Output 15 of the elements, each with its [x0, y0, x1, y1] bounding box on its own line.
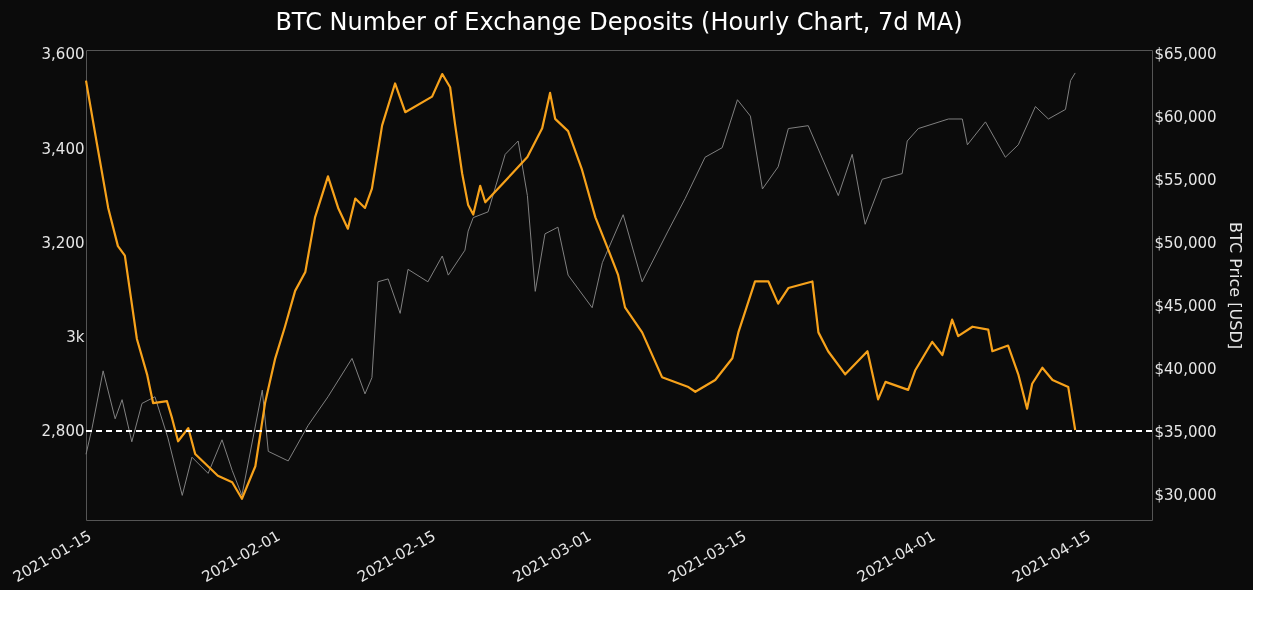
y-tick-label: 3,200: [41, 233, 85, 252]
y-tick-label: 2,800: [41, 422, 85, 441]
y2-axis-title: BTC Price [USD]: [1225, 222, 1245, 349]
y2-tick-label: $40,000: [1154, 359, 1217, 378]
y2-tick-label: $65,000: [1154, 45, 1217, 64]
chart-title: BTC Number of Exchange Deposits (Hourly Chart, 7d MA): [275, 7, 963, 36]
y2-tick-label: $55,000: [1154, 171, 1217, 190]
y-tick-label: 3,400: [41, 139, 85, 158]
y2-tick-label: $50,000: [1154, 234, 1217, 253]
y-tick-label: 3,600: [41, 45, 85, 64]
y2-tick-label: $30,000: [1154, 485, 1217, 504]
y2-tick-label: $35,000: [1154, 422, 1217, 441]
y2-tick-label: $60,000: [1154, 108, 1217, 127]
y-tick-label: 3k: [66, 328, 85, 347]
y2-tick-label: $45,000: [1154, 296, 1217, 315]
